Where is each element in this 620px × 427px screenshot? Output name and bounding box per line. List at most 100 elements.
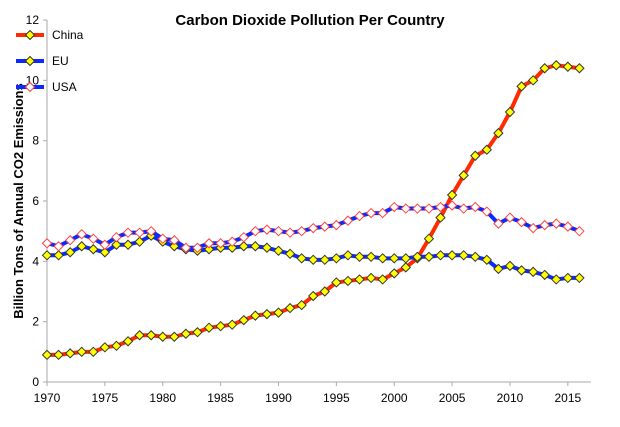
data-point-usa <box>389 201 400 213</box>
data-point-usa <box>365 207 377 219</box>
data-point-eu <box>284 248 296 259</box>
data-point-china <box>539 63 550 74</box>
data-point-eu <box>458 250 469 261</box>
data-point-usa <box>331 219 342 231</box>
data-point-eu <box>296 253 307 264</box>
legend-marker-eu <box>24 55 36 67</box>
data-point-eu <box>111 239 122 250</box>
legend-item-usa: USA <box>16 80 77 94</box>
data-point-china <box>53 349 64 361</box>
data-point-usa <box>354 210 365 222</box>
x-tick-label: 1975 <box>92 391 119 405</box>
data-point-china <box>64 348 76 359</box>
data-point-usa <box>134 227 145 238</box>
data-point-eu <box>470 251 481 263</box>
data-point-china <box>400 262 412 273</box>
data-point-usa <box>319 221 330 232</box>
data-point-china <box>551 60 562 71</box>
legend-label-eu: EU <box>52 54 69 68</box>
data-point-eu <box>527 266 539 278</box>
data-point-eu <box>562 272 574 284</box>
data-point-eu <box>516 265 527 276</box>
data-point-eu <box>308 254 319 266</box>
data-point-usa <box>261 224 273 235</box>
data-point-usa <box>99 239 111 250</box>
data-point-usa <box>145 225 157 237</box>
y-tick-label: 8 <box>32 134 39 148</box>
data-point-usa <box>551 218 562 229</box>
data-point-usa <box>400 203 412 214</box>
data-point-usa <box>470 201 481 213</box>
data-point-china <box>481 144 493 155</box>
data-point-eu <box>76 241 87 252</box>
data-point-china <box>562 61 574 72</box>
data-point-eu <box>226 242 238 253</box>
series-china <box>41 60 585 361</box>
data-point-china <box>423 233 435 244</box>
data-point-usa <box>493 218 504 229</box>
x-tick-label: 2005 <box>439 391 466 405</box>
x-tick-label: 2000 <box>381 391 408 405</box>
data-point-usa <box>250 225 261 237</box>
chart-title: Carbon Dioxide Pollution Per Country <box>175 12 445 29</box>
x-tick-label: 1995 <box>323 391 350 405</box>
data-point-usa <box>226 236 238 247</box>
data-point-usa <box>527 222 539 234</box>
x-tick-label: 2010 <box>497 391 524 405</box>
data-point-usa <box>296 225 307 237</box>
data-point-eu <box>99 247 111 258</box>
data-point-usa <box>76 228 87 240</box>
y-axis-label: Billion Tons of Annual CO2 Emissions <box>11 83 26 318</box>
data-point-usa <box>122 227 134 238</box>
data-point-eu <box>574 272 585 284</box>
data-point-eu <box>122 239 134 250</box>
data-point-eu <box>354 251 365 263</box>
data-point-china <box>389 268 400 279</box>
data-point-usa <box>516 216 527 228</box>
data-point-usa <box>539 219 550 231</box>
data-point-eu <box>53 250 64 261</box>
data-point-eu <box>238 241 249 252</box>
data-point-china <box>504 106 516 118</box>
data-point-eu <box>423 251 435 263</box>
data-point-china <box>169 331 180 342</box>
data-point-eu <box>331 253 342 264</box>
data-point-usa <box>203 238 215 249</box>
data-point-usa <box>157 233 168 244</box>
data-point-china <box>308 290 319 302</box>
data-point-china <box>99 342 111 353</box>
data-point-eu <box>412 251 423 263</box>
data-point-usa <box>88 233 99 244</box>
data-point-eu <box>261 242 273 253</box>
series-line-china <box>47 63 580 357</box>
data-point-china <box>446 189 458 201</box>
data-point-eu <box>377 253 388 264</box>
data-point-eu <box>435 250 446 261</box>
data-point-usa <box>481 206 493 217</box>
data-point-china <box>296 299 307 311</box>
legend-label-china: China <box>52 28 84 42</box>
data-point-china <box>458 170 469 181</box>
data-point-china <box>203 322 215 333</box>
data-point-china <box>365 272 377 284</box>
data-point-china <box>122 336 134 347</box>
data-point-eu <box>319 254 330 266</box>
data-point-china <box>238 314 249 326</box>
data-point-eu <box>493 263 504 275</box>
data-point-usa <box>41 238 53 249</box>
data-point-eu <box>365 251 377 263</box>
data-point-usa <box>435 201 446 213</box>
data-point-eu <box>481 254 493 266</box>
series-eu <box>41 230 585 285</box>
y-tick-label: 2 <box>32 315 39 329</box>
legend-marker-usa <box>24 81 36 93</box>
legend-item-china: China <box>16 28 84 42</box>
data-point-china <box>226 319 238 330</box>
x-tick-label: 1985 <box>207 391 234 405</box>
data-point-china <box>41 349 53 361</box>
data-point-usa <box>215 238 226 249</box>
data-point-usa <box>284 227 296 238</box>
data-point-china <box>470 150 481 161</box>
data-point-china <box>157 331 168 342</box>
